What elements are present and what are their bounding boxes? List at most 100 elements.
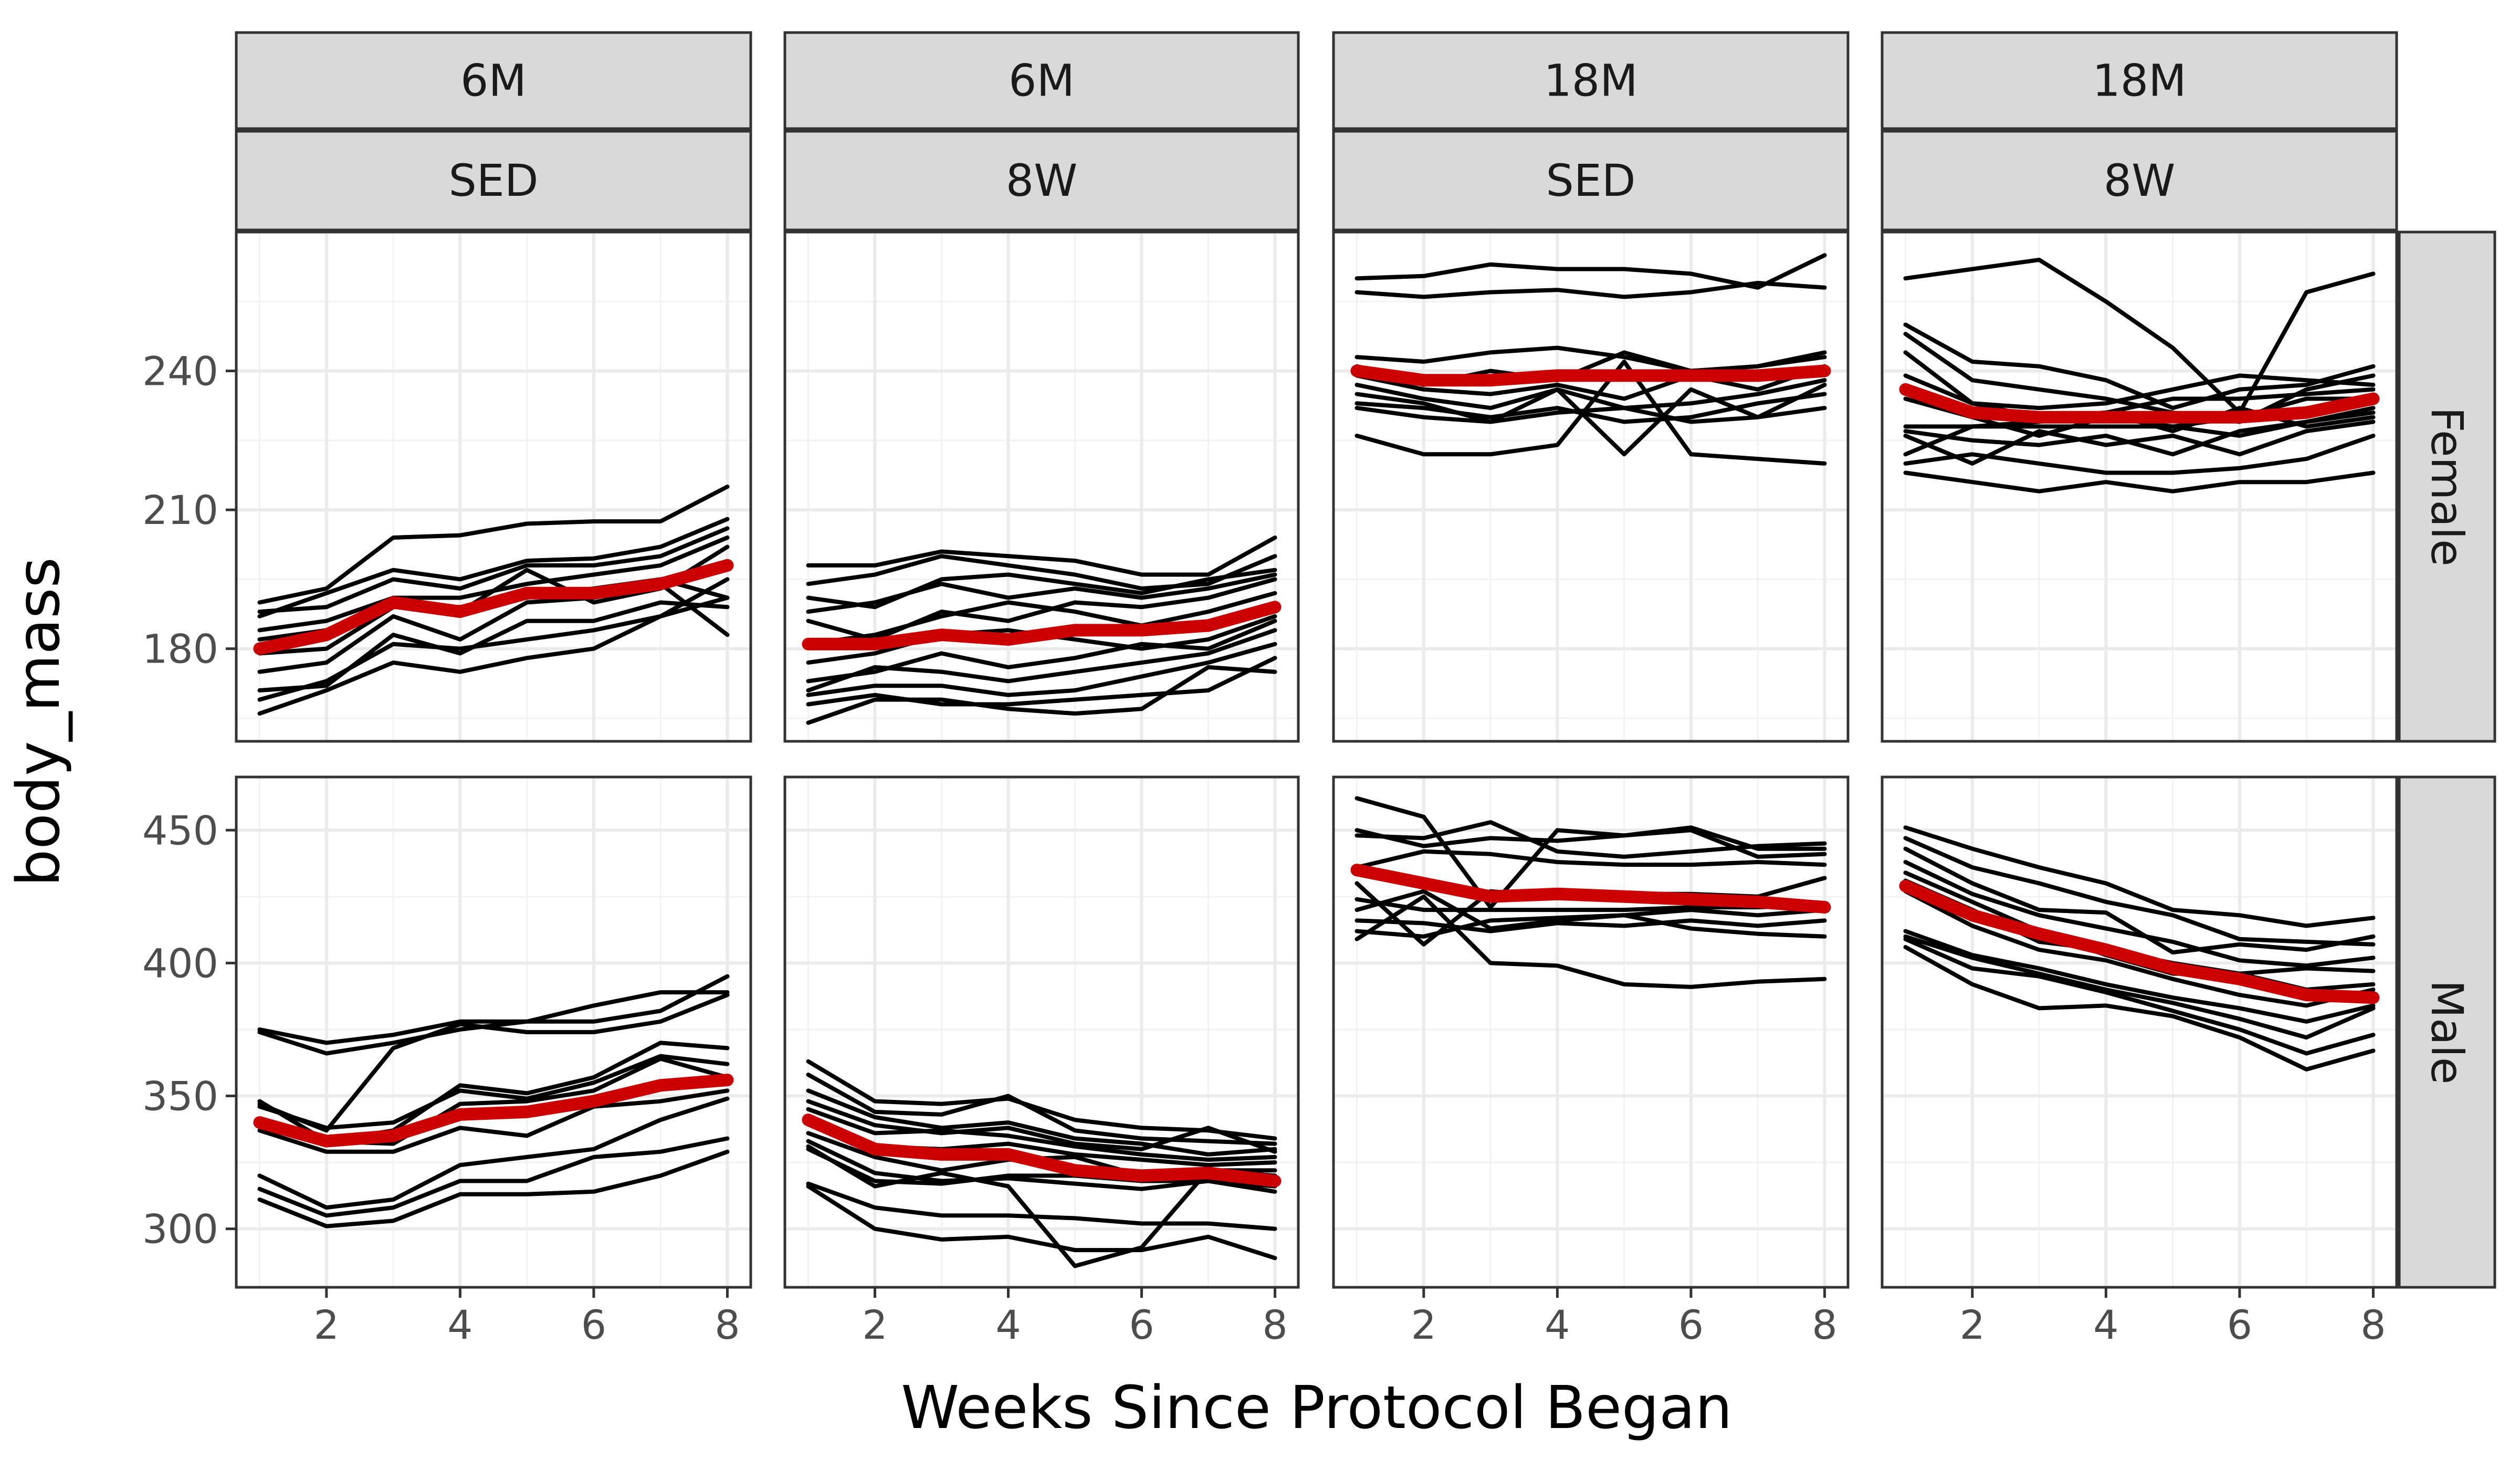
panel-border	[783, 230, 1300, 743]
panel-background	[1334, 232, 1848, 741]
strip-age-4	[1881, 31, 2398, 130]
panel-border	[783, 775, 1300, 1289]
individual-line-2	[806, 1073, 1277, 1146]
x-tick-label: 2	[314, 1301, 339, 1348]
strip-group-4	[1881, 130, 2398, 232]
individual-line-2	[1354, 828, 1827, 859]
y-tick-label: 180	[142, 626, 218, 673]
strip-age-1	[235, 31, 752, 130]
individual-line-12	[806, 1184, 1277, 1261]
panel-background	[236, 777, 751, 1287]
x-tick-label: 6	[1129, 1301, 1154, 1348]
individual-line-1	[257, 485, 730, 605]
x-tick-label: 8	[715, 1301, 740, 1348]
individual-line-10	[1903, 419, 2376, 466]
panel-male-6M-SED	[235, 775, 752, 1289]
panel-background	[1882, 777, 2397, 1287]
mean-line	[802, 601, 1282, 650]
panel-female-18M-8W	[1881, 230, 2398, 743]
y-tick-label: 210	[142, 487, 218, 533]
individual-line-9	[1354, 406, 1827, 424]
strip-row-label-female: Female	[2421, 407, 2473, 566]
panel-male-18M-SED	[1332, 775, 1850, 1289]
individual-line-10	[806, 642, 1277, 697]
panel-female-6M-8W	[783, 230, 1300, 743]
mean-line	[253, 1074, 734, 1148]
strip-group-label-4: 8W	[2104, 155, 2176, 206]
strip-group-label-3: SED	[1546, 155, 1635, 206]
individual-line-2	[1903, 836, 2376, 947]
x-tick-label: 6	[581, 1301, 606, 1348]
individual-line-7	[1354, 383, 1827, 457]
individual-line-7	[257, 1088, 730, 1154]
strip-age-label-4: 18M	[2092, 55, 2186, 107]
individual-line-9	[806, 628, 1277, 692]
y-tick-label: 400	[142, 940, 218, 986]
individual-line-2	[1903, 322, 2376, 411]
individual-line-9	[1354, 894, 1827, 989]
strip-row-label-male: Male	[2421, 980, 2473, 1085]
x-tick-label: 2	[1960, 1301, 1985, 1348]
individual-line-10	[257, 577, 730, 716]
individual-line-8	[1354, 918, 1827, 933]
y-tick-label: 300	[142, 1206, 218, 1253]
mean-line	[1899, 879, 2380, 1004]
panel-border	[1881, 230, 2398, 743]
individual-line-4	[1903, 860, 2376, 968]
individual-line-6	[1354, 378, 1827, 411]
mean-line	[253, 559, 734, 655]
x-tick-label: 4	[995, 1301, 1021, 1348]
individual-line-1	[257, 990, 730, 1045]
column-strips: 6M SED 6M 8W 18M SED 18M 8W	[235, 31, 2398, 232]
panel-border	[1881, 775, 2398, 1289]
panel-male-6M-8W	[783, 775, 1300, 1289]
individual-line-11	[1903, 945, 2376, 1072]
individual-line-10	[257, 1149, 730, 1228]
strip-group-2	[783, 130, 1300, 232]
panel-background	[785, 232, 1298, 741]
x-tick-label: 4	[2093, 1301, 2118, 1348]
individual-line-2	[1354, 281, 1827, 299]
individual-line-2	[257, 517, 730, 618]
panel-female-6M-SED	[235, 230, 752, 743]
individual-line-12	[1903, 470, 2376, 494]
individual-line-2	[257, 974, 730, 1056]
individual-line-3	[257, 526, 730, 614]
strip-group-3	[1332, 130, 1850, 232]
individual-line-2	[806, 554, 1277, 591]
panel-background	[236, 232, 751, 741]
individual-line-6	[806, 591, 1277, 646]
strip-age-3	[1332, 31, 1850, 130]
individual-line-12	[806, 665, 1277, 725]
individual-line-10	[1903, 937, 2376, 1056]
x-tick-label: 8	[1812, 1301, 1837, 1348]
individual-line-8	[257, 1096, 730, 1210]
individual-line-9	[257, 1136, 730, 1218]
axes: 180 210 240 300 350 400 450 2 4 6 8 2 4 6 8 2 4 6 8 2 4 6 8	[142, 348, 2386, 1348]
individual-line-1	[1903, 825, 2376, 928]
strip-age-label-3: 18M	[1544, 55, 1637, 107]
x-tick-label: 4	[447, 1301, 472, 1348]
strip-age-label-2: 6M	[1009, 55, 1075, 107]
panel-border	[235, 230, 752, 743]
strip-age-label-1: 6M	[460, 55, 527, 107]
x-tick-label: 8	[2360, 1301, 2386, 1348]
individual-line-11	[806, 656, 1277, 707]
y-tick-label: 350	[142, 1073, 218, 1120]
individual-line-1	[806, 536, 1277, 577]
strip-age-2	[783, 31, 1300, 130]
y-tick-label: 450	[142, 807, 218, 854]
panel-border	[235, 775, 752, 1289]
y-axis-title: body_mass	[5, 557, 73, 886]
x-tick-label: 8	[1262, 1301, 1287, 1348]
individual-line-3	[1903, 846, 2376, 955]
individual-line-7	[1903, 889, 2376, 1008]
panel-female-18M-SED	[1332, 230, 1850, 743]
individual-line-10	[806, 1144, 1277, 1268]
individual-line-1	[1903, 257, 2376, 415]
strip-group-1	[235, 130, 752, 232]
individual-line-5	[806, 1107, 1277, 1162]
strip-group-label-1: SED	[448, 155, 538, 206]
individual-line-3	[257, 993, 730, 1133]
individual-line-3	[806, 1088, 1277, 1157]
